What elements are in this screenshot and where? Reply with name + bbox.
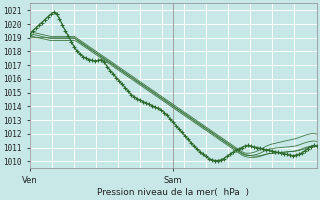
X-axis label: Pression niveau de la mer(  hPa  ): Pression niveau de la mer( hPa )	[97, 188, 249, 197]
